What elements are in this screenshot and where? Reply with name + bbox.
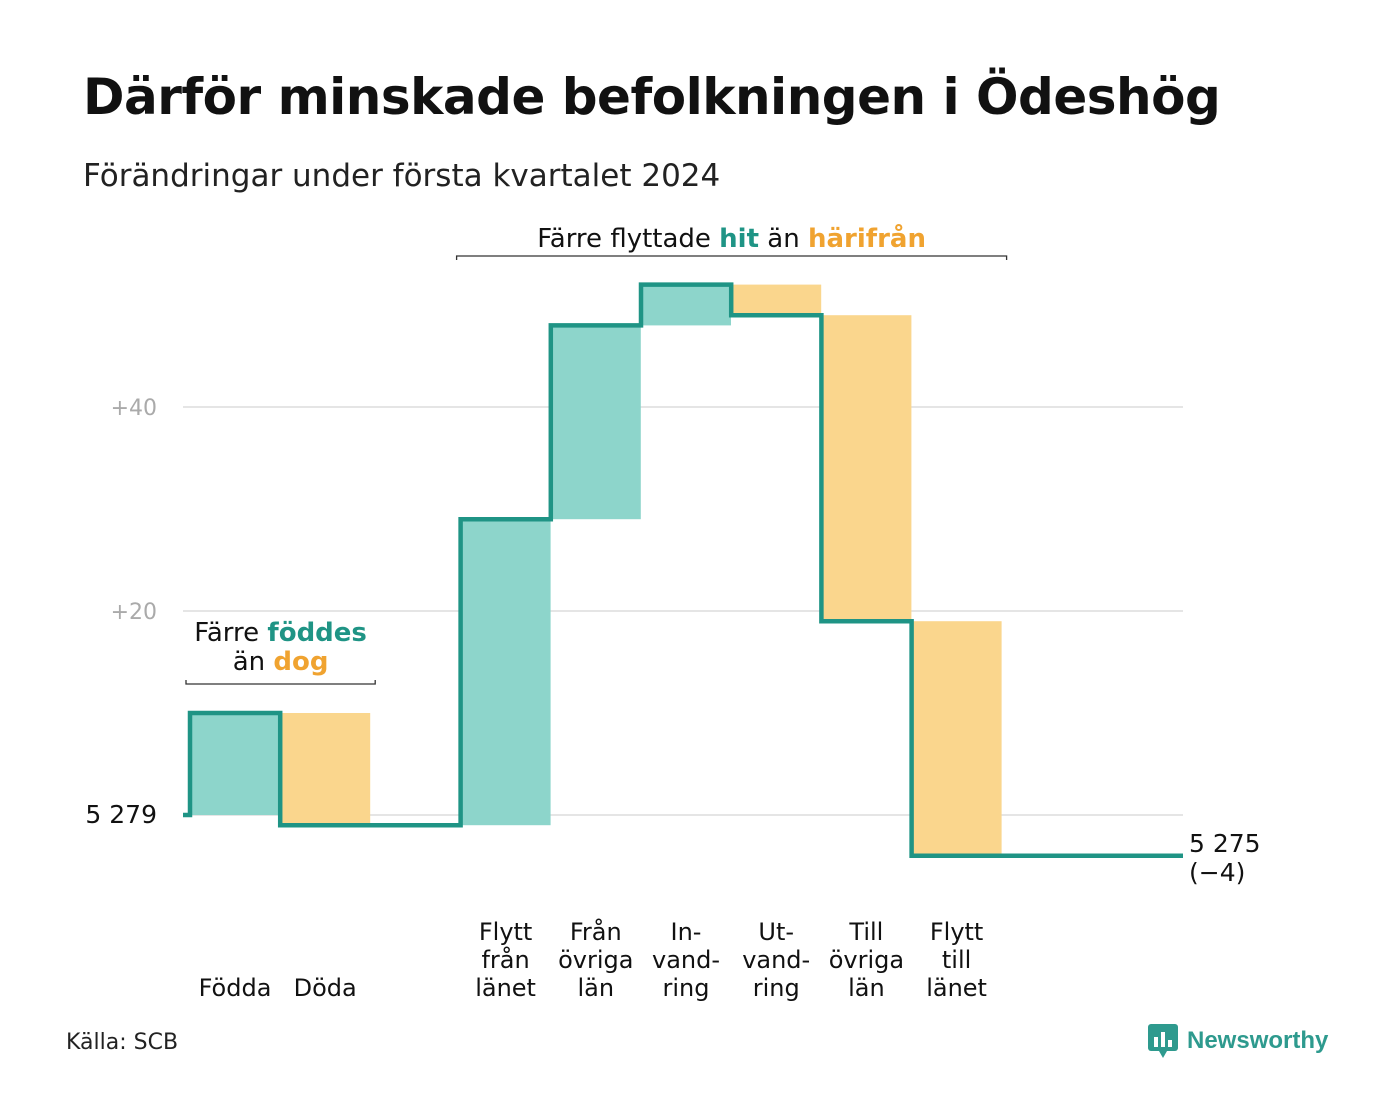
category-label: övriga (558, 946, 633, 974)
annotation-moves: Färre flyttade hit än härifrån (537, 222, 926, 254)
category-label: Ut- (758, 918, 794, 946)
category-label: ring (753, 974, 800, 1002)
category-label: länet (475, 974, 536, 1002)
brand-logo: Newsworthy (1147, 1023, 1328, 1059)
y-tick-label: +20 (111, 600, 157, 625)
annotation-births-line1: Färre föddes (194, 618, 367, 648)
end-value-label: 5 275 (1189, 829, 1261, 858)
start-value-label: 5 279 (85, 800, 157, 829)
bar-increase (190, 713, 280, 815)
category-label: övriga (829, 946, 904, 974)
newsworthy-logo-icon (1148, 1024, 1178, 1058)
category-label: vand- (742, 946, 810, 974)
category-label: län (578, 974, 615, 1002)
source-note: Källa: SCB (66, 1030, 179, 1055)
bar-decrease (911, 621, 1002, 856)
category-label: Födda (199, 974, 272, 1002)
bar-decrease (731, 284, 822, 316)
chart-subtitle: Förändringar under första kvartalet 2024 (83, 158, 721, 194)
category-label: ring (663, 974, 710, 1002)
category-label: Flytt (930, 918, 984, 946)
bar-decrease (280, 713, 371, 826)
bar-increase (641, 284, 731, 326)
category-label: till (942, 946, 971, 974)
category-label: Flytt (479, 918, 533, 946)
bar-decrease (821, 315, 912, 622)
annotation-births-line2: än dog (233, 647, 329, 677)
category-label: länet (926, 974, 987, 1002)
category-label: län (848, 974, 885, 1002)
brand-name: Newsworthy (1187, 1027, 1329, 1054)
category-label: Till (848, 918, 883, 946)
y-tick-label: +40 (111, 396, 157, 421)
category-label: från (481, 945, 529, 974)
bar-increase (460, 519, 551, 826)
annotation-bracket-moves (455, 255, 1008, 260)
category-label: vand- (652, 946, 720, 974)
running-total-line (183, 282, 1183, 859)
category-label: Döda (294, 974, 357, 1002)
chart-title: Därför minskade befolkningen i Ödeshög (83, 68, 1221, 126)
annotation-bracket-births (185, 680, 376, 685)
bar-increase (550, 325, 641, 520)
category-label: In- (671, 918, 702, 946)
end-change-label: (−4) (1189, 858, 1245, 887)
category-label: Från (570, 917, 622, 946)
